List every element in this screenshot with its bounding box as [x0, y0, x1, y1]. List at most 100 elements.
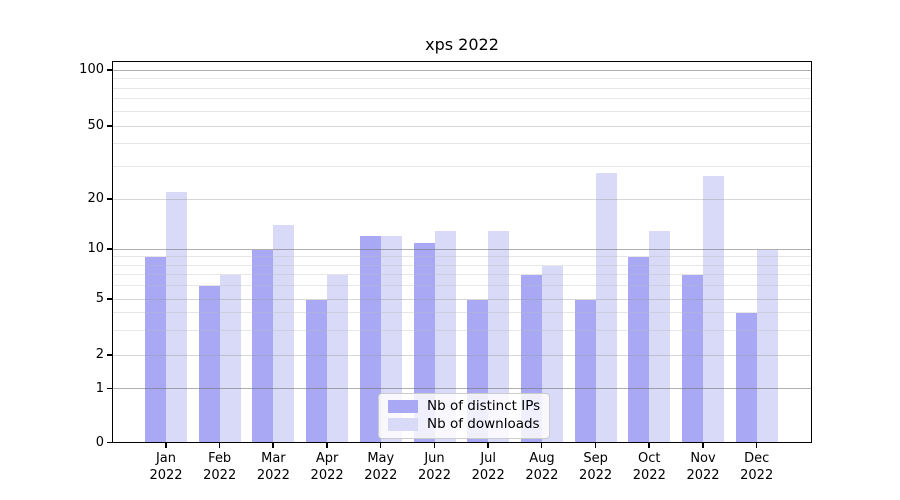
bar-downloads-oct: [649, 230, 671, 443]
y-tick-label-50: 50: [87, 118, 104, 133]
x-tick-mark-mar: [272, 443, 274, 448]
x-tick-year-mar: 2022: [256, 468, 290, 483]
x-tick-label-mar: Mar 2022: [241, 450, 305, 484]
x-tick-mark-jul: [487, 443, 489, 448]
x-tick-label-sep: Sep 2022: [564, 450, 628, 484]
x-tick-mark-nov: [702, 443, 704, 448]
x-tick-label-dec: Dec 2022: [725, 450, 789, 484]
gridline-minor-70: [113, 98, 811, 99]
x-tick-mark-dec: [755, 443, 758, 448]
y-tick-mark-5: [107, 298, 112, 300]
chart-title: xps 2022: [425, 35, 499, 54]
x-tick-label-feb: Feb 2022: [188, 450, 252, 484]
y-tick-mark-2: [107, 354, 112, 356]
y-tick-mark-20: [107, 198, 112, 200]
legend-label-distinct-ips: Nb of distinct IPs: [427, 398, 541, 414]
legend-swatch-distinct-ips: [388, 400, 418, 413]
y-tick-label-10: 10: [87, 241, 104, 256]
gridline-minor-30: [113, 166, 811, 167]
x-tick-month-oct: Oct: [638, 451, 661, 466]
x-tick-year-aug: 2022: [525, 468, 559, 483]
x-tick-mark-may: [379, 443, 382, 448]
x-tick-month-feb: Feb: [208, 451, 232, 466]
x-tick-label-jul: Jul 2022: [456, 450, 520, 484]
y-tick-label-100: 100: [79, 62, 104, 77]
bar-downloads-jan: [166, 191, 187, 443]
y-tick-label-0: 0: [95, 434, 104, 450]
legend-row-downloads: Nb of downloads: [388, 417, 540, 432]
y-tick-label-20: 20: [87, 191, 104, 206]
bar-downloads-may: [380, 236, 402, 443]
x-tick-month-may: May: [367, 451, 395, 466]
x-tick-year-oct: 2022: [632, 468, 666, 483]
x-tick-month-mar: Mar: [261, 451, 286, 466]
legend-row-distinct-ips: Nb of distinct IPs: [388, 399, 540, 414]
legend: Nb of distinct IPs Nb of downloads: [378, 393, 551, 439]
bar-downloads-mar: [273, 225, 295, 443]
x-tick-year-nov: 2022: [686, 468, 720, 483]
x-tick-month-jun: Jun: [424, 451, 445, 466]
y-tick-label-5: 5: [95, 291, 104, 306]
bar-downloads-nov: [703, 175, 724, 443]
y-tick-label-2: 2: [95, 347, 104, 362]
x-tick-month-sep: Sep: [583, 451, 608, 466]
x-tick-mark-aug: [540, 443, 543, 448]
y-tick-mark-1: [107, 387, 112, 390]
gridline-50: [113, 126, 811, 127]
bar-distinct-ips-may: [359, 236, 381, 443]
y-tick-mark-100: [107, 69, 112, 71]
y-tick-mark-0: [107, 441, 112, 444]
bar-distinct-ips-jan: [145, 257, 166, 443]
x-tick-year-jul: 2022: [471, 468, 505, 483]
bar-distinct-ips-apr: [306, 299, 328, 443]
x-tick-label-aug: Aug 2022: [510, 450, 574, 484]
x-tick-mark-oct: [648, 443, 650, 448]
x-tick-month-apr: Apr: [315, 451, 339, 466]
x-tick-year-dec: 2022: [740, 468, 774, 483]
bar-downloads-dec: [756, 249, 778, 443]
x-tick-year-may: 2022: [364, 468, 398, 483]
x-tick-month-jan: Jan: [155, 451, 177, 466]
x-tick-mark-apr: [326, 443, 328, 448]
x-tick-mark-jun: [433, 443, 436, 448]
y-tick-mark-10: [107, 248, 112, 250]
x-tick-month-nov: Nov: [690, 451, 716, 466]
x-tick-year-jun: 2022: [417, 468, 452, 483]
x-tick-month-aug: Aug: [529, 451, 555, 466]
bar-distinct-ips-oct: [628, 257, 650, 443]
x-tick-label-jun: Jun 2022: [403, 450, 467, 484]
bar-downloads-feb: [219, 275, 241, 443]
bar-distinct-ips-mar: [252, 249, 274, 443]
bar-distinct-ips-feb: [198, 286, 220, 443]
bar-distinct-ips-jun: [413, 242, 435, 443]
bar-downloads-jun: [434, 230, 456, 443]
bar-distinct-ips-sep: [574, 299, 596, 443]
x-tick-year-sep: 2022: [579, 468, 613, 483]
gridline-minor-80: [113, 88, 811, 89]
plot-area: [112, 61, 812, 443]
gridline-minor-60: [113, 111, 811, 112]
x-tick-year-feb: 2022: [203, 468, 237, 483]
y-tick-mark-50: [107, 125, 112, 127]
gridline-major-100: [113, 70, 811, 71]
x-tick-label-apr: Apr 2022: [295, 450, 359, 484]
x-tick-year-apr: 2022: [310, 468, 344, 483]
x-tick-label-nov: Nov 2022: [671, 450, 735, 484]
x-tick-month-dec: Dec: [744, 451, 770, 466]
bar-distinct-ips-nov: [682, 275, 703, 443]
bar-distinct-ips-dec: [735, 313, 757, 443]
x-tick-label-oct: Oct 2022: [617, 450, 681, 484]
x-tick-mark-sep: [594, 443, 597, 448]
bar-downloads-jul: [488, 230, 510, 443]
x-tick-year-jan: 2022: [149, 468, 183, 483]
x-tick-mark-jan: [165, 443, 167, 448]
legend-swatch-downloads: [388, 418, 418, 431]
x-tick-month-jul: Jul: [480, 451, 497, 466]
bar-downloads-sep: [595, 172, 617, 443]
x-tick-label-may: May 2022: [349, 450, 413, 484]
gridline-minor-90: [113, 78, 811, 79]
gridline-minor-40: [113, 143, 811, 144]
legend-label-downloads: Nb of downloads: [427, 416, 540, 432]
y-tick-label-1: 1: [95, 380, 104, 396]
